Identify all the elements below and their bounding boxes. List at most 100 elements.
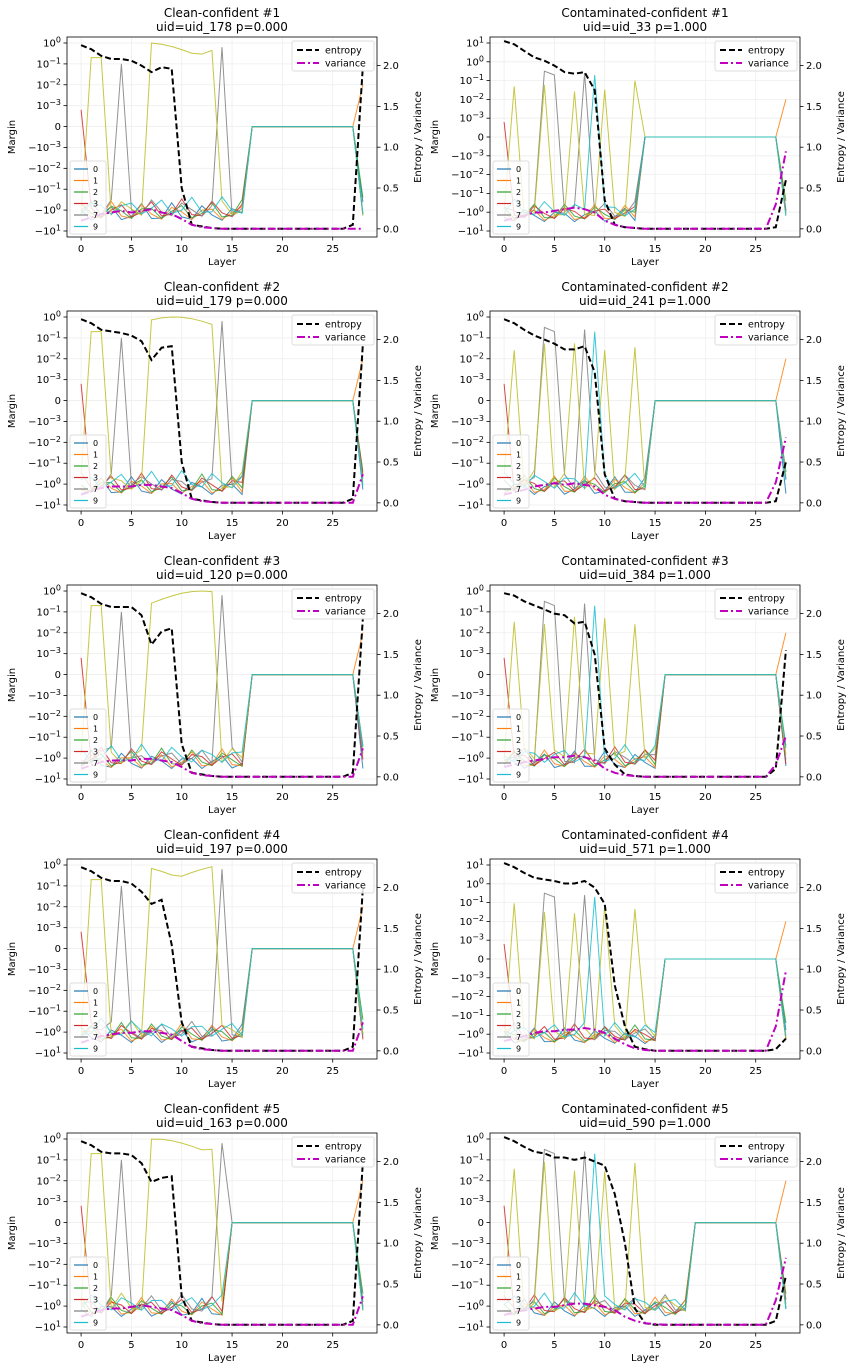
x-tick-label: 20 (699, 1340, 712, 1351)
legend-class-label: 1 (516, 999, 521, 1008)
legend-class-label: 9 (516, 497, 521, 506)
y-axis-label: Margin (7, 668, 18, 702)
x-tick-label: 5 (128, 792, 134, 803)
legend-entropy-variance (714, 1136, 798, 1168)
y-tick-label: −10−2 (451, 435, 484, 449)
y-tick-label: 10−3 (459, 1194, 484, 1208)
legend-variance-label: variance (325, 59, 366, 70)
y2-tick-label: 1.0 (806, 965, 822, 976)
legend-entropy-label: entropy (748, 1142, 785, 1153)
entropy-line (80, 1140, 364, 1326)
y2-tick-label: 0.0 (383, 498, 399, 509)
entropy-line (80, 318, 364, 504)
series-line-1 (80, 632, 364, 769)
x-tick-label: 15 (226, 1340, 239, 1351)
x-tick-label: 0 (501, 1066, 507, 1077)
legend-variance-label: variance (748, 59, 789, 70)
y2-tick-label: 1.5 (806, 376, 822, 387)
y-tick-label: −10−1 (28, 1278, 61, 1292)
plot-subtitle: uid=uid_179 p=0.000 (156, 294, 288, 308)
x-axis-label: Layer (631, 1353, 660, 1364)
x-tick-label: 10 (175, 518, 188, 529)
y-tick-label: 0 (55, 1218, 61, 1229)
legend-class-label: 3 (516, 200, 521, 209)
y2-tick-label: 0.0 (806, 1046, 822, 1057)
y-tick-label: −100 (35, 1299, 61, 1313)
y-tick-label: −10−3 (28, 414, 61, 428)
legend-class-label: 2 (93, 188, 98, 197)
series-line-8 (503, 80, 787, 218)
y-tick-label: −10−1 (451, 456, 484, 470)
y-tick-label: 0 (55, 670, 61, 681)
x-tick-label: 5 (128, 1340, 134, 1351)
y-tick-label: 100 (43, 1132, 61, 1146)
series-line-7 (80, 47, 364, 218)
series-line-7 (503, 1148, 787, 1313)
x-tick-label: 25 (749, 1340, 762, 1351)
y2-tick-label: 0.5 (383, 458, 399, 469)
y2-axis-label: Entropy / Variance (836, 365, 847, 457)
y-tick-label: −10−1 (28, 1004, 61, 1018)
y2-axis-label: Entropy / Variance (413, 91, 424, 183)
legend-class-label: 0 (93, 439, 98, 448)
legend-entropy-variance (291, 314, 375, 346)
y2-tick-label: 2.0 (806, 61, 822, 72)
y-tick-label: −10−3 (451, 970, 484, 984)
y2-tick-label: 2.0 (383, 883, 399, 894)
plot-title: Contaminated-confident #3 (561, 554, 728, 568)
series-line-9 (80, 400, 364, 489)
y2-tick-label: 0.5 (806, 458, 822, 469)
y-tick-label: −101 (35, 1046, 61, 1060)
x-tick-label: 25 (326, 1340, 339, 1351)
legend-class-label: 7 (93, 759, 98, 768)
y-axis-label: Margin (7, 394, 18, 428)
legend-classes (69, 1256, 107, 1331)
x-tick-label: 20 (276, 792, 289, 803)
plot-frame (66, 584, 378, 786)
plot-frame (66, 310, 378, 512)
x-tick-label: 10 (598, 1340, 611, 1351)
plot-frame (66, 858, 378, 1060)
y2-tick-label: 2.0 (806, 335, 822, 346)
y-tick-label: −100 (35, 477, 61, 491)
legend-class-label: 0 (516, 987, 521, 996)
plot-frame (489, 1132, 801, 1334)
legend-class-label: 1 (516, 177, 521, 186)
y-tick-label: −10−2 (451, 709, 484, 723)
plot-title: Clean-confident #2 (164, 280, 280, 294)
legend-classes (492, 160, 530, 235)
series-line-2 (80, 400, 364, 494)
y-tick-label: 10−3 (36, 920, 61, 934)
y-tick-label: 100 (466, 1132, 484, 1146)
y-tick-label: 10−1 (459, 895, 484, 909)
y-axis-label: Margin (7, 942, 18, 976)
y2-tick-label: 1.5 (806, 1198, 822, 1209)
legend-entropy-label: entropy (325, 320, 362, 331)
legend-class-label: 0 (516, 439, 521, 448)
x-axis-label: Layer (631, 805, 660, 816)
y-tick-label: 0 (55, 122, 61, 133)
plot-subtitle: uid=uid_163 p=0.000 (156, 1116, 288, 1130)
legend-class-label: 9 (93, 1045, 98, 1054)
series-line-9 (503, 331, 787, 490)
legend-class-label: 0 (516, 1261, 521, 1270)
legend-classes (69, 434, 107, 509)
y-tick-label: −10−1 (28, 182, 61, 196)
y-tick-label: −10−3 (28, 140, 61, 154)
legend-entropy-variance (291, 588, 375, 620)
y2-tick-label: 0.5 (383, 732, 399, 743)
y-tick-label: −10−3 (451, 1236, 484, 1250)
y2-tick-label: 1.5 (383, 102, 399, 113)
x-tick-label: 25 (749, 518, 762, 529)
legend-class-label: 1 (93, 1273, 98, 1282)
y-tick-label: 10−1 (36, 56, 61, 70)
x-tick-label: 5 (551, 792, 557, 803)
x-tick-label: 25 (749, 244, 762, 255)
y-tick-label: −101 (458, 224, 484, 238)
series-line-1 (81, 358, 364, 495)
x-tick-label: 10 (598, 518, 611, 529)
y-tick-label: 10−1 (459, 1152, 484, 1166)
